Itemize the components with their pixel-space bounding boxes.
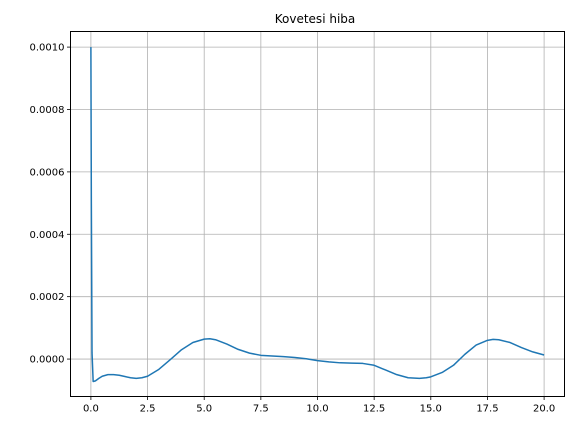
y-tick-label: 0.0010 <box>30 43 65 54</box>
y-tick-label: 0.0002 <box>30 292 65 303</box>
x-tick-label: 10.0 <box>306 404 328 415</box>
y-tick-label: 0.0006 <box>30 167 65 178</box>
series-group <box>90 47 545 383</box>
x-tick-label: 7.5 <box>253 404 269 415</box>
x-tick-label: 15.0 <box>420 404 442 415</box>
x-tick-label: 5.0 <box>196 404 212 415</box>
x-tick-label: 20.0 <box>533 404 555 415</box>
chart-title: Kovetesi hiba <box>275 12 356 26</box>
y-tick-label: 0.0004 <box>30 230 65 241</box>
grid <box>70 31 565 397</box>
x-tick-label: 17.5 <box>476 404 498 415</box>
series-line <box>90 47 545 383</box>
x-tick-label: 2.5 <box>140 404 156 415</box>
x-tick-label: 12.5 <box>363 404 385 415</box>
x-axis: 0.0 2.5 5.0 7.5 10.0 12.5 15.0 17.5 20.0 <box>83 396 555 415</box>
y-tick-label: 0.0008 <box>30 105 65 116</box>
y-tick-label: 0.0000 <box>30 355 65 366</box>
x-tick-label: 0.0 <box>83 404 99 415</box>
y-axis: 0.0000 0.0002 0.0004 0.0006 0.0008 0.0010 <box>30 43 71 366</box>
